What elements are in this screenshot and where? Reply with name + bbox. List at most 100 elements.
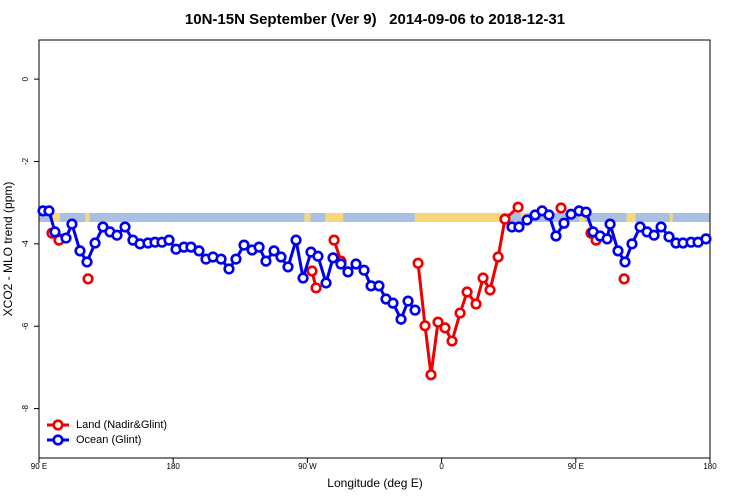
data-point — [663, 231, 675, 243]
plot-frame — [38, 39, 711, 459]
data-point — [454, 307, 466, 319]
data-point — [282, 261, 294, 273]
legend-marker — [52, 419, 64, 431]
y-axis-label: XCO2 - MLO trend (ppm) — [1, 182, 15, 317]
data-point — [328, 234, 340, 246]
data-point — [163, 234, 175, 246]
data-point — [387, 297, 399, 309]
data-point — [342, 266, 354, 278]
data-point — [425, 369, 437, 381]
data-point — [74, 245, 86, 257]
legend-box — [43, 416, 183, 450]
data-point — [648, 229, 660, 241]
y-tick-label: -2 — [21, 157, 30, 165]
data-point — [412, 257, 424, 269]
data-point — [550, 230, 562, 242]
data-point — [223, 263, 235, 275]
data-point — [439, 322, 451, 334]
ocean-strip — [39, 212, 710, 223]
data-point — [446, 335, 458, 347]
data-point — [555, 202, 567, 214]
data-point — [419, 320, 431, 332]
y-tick-label: -4 — [21, 240, 30, 248]
data-point — [634, 221, 646, 233]
land-strip — [325, 212, 344, 223]
data-point — [290, 234, 302, 246]
data-point — [306, 265, 318, 277]
data-point — [327, 252, 339, 264]
data-point — [97, 221, 109, 233]
data-point — [601, 233, 613, 245]
data-point — [484, 284, 496, 296]
data-point — [350, 258, 362, 270]
data-point — [470, 298, 482, 310]
chart-title: 10N-15N September (Ver 9) 2014-09-06 to … — [185, 11, 565, 28]
data-point — [461, 286, 473, 298]
data-point — [395, 313, 407, 325]
x-tick-label: 0 — [439, 462, 444, 471]
data-point — [358, 264, 370, 276]
data-point — [521, 214, 533, 226]
x-tick-label: 90 W — [298, 462, 317, 471]
data-point — [402, 295, 414, 307]
data-point — [89, 237, 101, 249]
data-point — [655, 221, 667, 233]
data-point — [230, 253, 242, 265]
land-strip — [578, 212, 585, 223]
data-point — [253, 241, 265, 253]
data-point — [310, 282, 322, 294]
land-strip — [85, 212, 90, 223]
data-point — [619, 256, 631, 268]
land-strip — [414, 212, 505, 223]
data-point — [60, 232, 72, 244]
series-line — [52, 207, 624, 375]
data-point — [49, 226, 61, 238]
data-point — [432, 316, 444, 328]
data-point — [626, 238, 638, 250]
data-point — [66, 218, 78, 230]
x-tick-label: 180 — [703, 462, 717, 471]
data-point — [492, 251, 504, 263]
data-point — [373, 280, 385, 292]
data-point — [43, 205, 55, 217]
x-tick-label: 90 E — [31, 462, 47, 471]
data-point — [81, 256, 93, 268]
x-tick-label: 180 — [167, 462, 181, 471]
y-tick-label: 0 — [21, 76, 30, 81]
legend-label: Ocean (Glint) — [76, 434, 141, 446]
data-point — [82, 273, 94, 285]
data-point — [512, 201, 524, 213]
data-point — [297, 272, 309, 284]
data-point — [275, 251, 287, 263]
data-point — [119, 221, 131, 233]
data-point — [477, 272, 489, 284]
data-point — [700, 233, 712, 245]
data-point — [312, 250, 324, 262]
data-point — [215, 253, 227, 265]
x-tick-label: 90 E — [568, 462, 584, 471]
data-point — [580, 206, 592, 218]
x-axis-label: Longitude (deg E) — [327, 476, 422, 490]
data-point — [604, 218, 616, 230]
data-point — [558, 217, 570, 229]
data-point — [320, 277, 332, 289]
land-strip — [304, 212, 311, 223]
legend-marker — [52, 434, 64, 446]
data-point — [618, 273, 630, 285]
data-point — [111, 229, 123, 241]
data-point — [513, 221, 525, 233]
land-strip — [669, 212, 673, 223]
data-point — [612, 245, 624, 257]
data-point — [543, 209, 555, 221]
data-point — [260, 255, 272, 267]
data-point — [268, 245, 280, 257]
legend-label: Land (Nadir&Glint) — [76, 419, 167, 431]
data-point — [193, 245, 205, 257]
y-tick-label: -8 — [21, 404, 30, 412]
y-tick-label: -6 — [21, 322, 30, 330]
land-strip — [626, 212, 636, 223]
data-point — [409, 304, 421, 316]
land-strip — [52, 212, 60, 223]
data-point — [499, 213, 511, 225]
